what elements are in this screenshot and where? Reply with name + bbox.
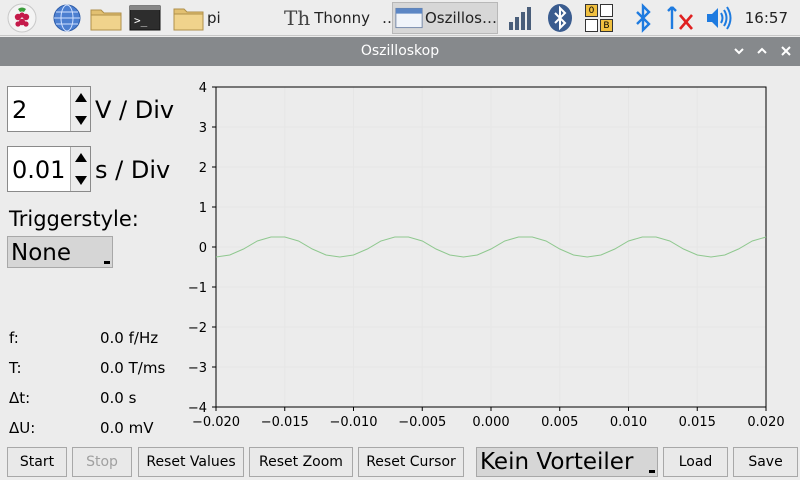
x-tick-label: 0.020 — [747, 415, 784, 430]
x-tick-label: 0.005 — [541, 415, 578, 430]
option-menu-indicator-icon — [104, 261, 110, 264]
taskbar: >_ pi Th Thonny … Oszillos… — [0, 0, 800, 36]
y-tick-label: 1 — [199, 201, 207, 216]
bluetooth-app-icon[interactable] — [546, 3, 574, 33]
reset-zoom-button[interactable]: Reset Zoom — [249, 447, 353, 477]
y-tick-label: 3 — [199, 121, 207, 136]
trigger-style-label: Triggerstyle: — [9, 207, 139, 231]
terminal-icon[interactable]: >_ — [129, 3, 161, 33]
sdiv-spinbox[interactable]: 0.01 — [7, 146, 91, 192]
delta-t-label: Δt: — [9, 389, 31, 407]
window-content: 2 V / Div 0.01 s / Div Triggerstyle: Non… — [0, 66, 800, 480]
window-title: Oszilloskop — [360, 43, 440, 59]
freq-label: f: — [9, 329, 19, 347]
taskbar-item-folder[interactable]: pi — [170, 2, 282, 34]
x-tick-label: −0.005 — [398, 415, 446, 430]
trigger-style-select[interactable]: None — [7, 236, 113, 268]
reset-cursor-button[interactable]: Reset Cursor — [358, 447, 464, 477]
taskbar-item-thonny[interactable]: Th Thonny … — [283, 2, 397, 34]
sdiv-down-arrow-icon[interactable] — [75, 176, 87, 185]
thonny-icon: Th — [284, 6, 311, 30]
globe-browser-icon[interactable] — [52, 3, 82, 33]
vdiv-value: 2 — [12, 96, 28, 124]
bt-letter-1: B — [600, 19, 613, 32]
y-tick-label: 2 — [199, 161, 207, 176]
period-value: 0.0 T/ms — [100, 359, 166, 377]
sdiv-arrows — [70, 147, 90, 191]
y-tick-label: −1 — [188, 281, 207, 296]
bt-letters-icon[interactable]: 0 B — [584, 3, 616, 33]
divider-select[interactable]: Kein Vorteiler — [476, 447, 658, 477]
signal-trace — [215, 236, 767, 258]
y-tick-label: −2 — [188, 321, 207, 336]
file-manager-icon[interactable] — [89, 3, 123, 33]
taskbar-item-thonny-label: Thonny — [314, 9, 370, 27]
bluetooth-icon[interactable] — [630, 3, 656, 33]
clock[interactable]: 16:57 — [744, 9, 788, 27]
delta-t-value: 0.0 s — [100, 389, 137, 407]
bt-box-1 — [600, 4, 613, 17]
save-button[interactable]: Save — [733, 447, 798, 477]
stop-button[interactable]: Stop — [72, 447, 132, 477]
x-tick-label: −0.020 — [192, 415, 240, 430]
start-button[interactable]: Start — [7, 447, 67, 477]
trigger-style-value: None — [11, 240, 72, 266]
y-tick-label: 4 — [199, 81, 207, 96]
window-titlebar[interactable]: Oszilloskop — [0, 37, 800, 66]
sdiv-value: 0.01 — [12, 156, 66, 184]
y-tick-label: −3 — [188, 361, 207, 376]
network-disconnected-icon[interactable] — [666, 3, 694, 33]
x-tick-label: −0.015 — [261, 415, 309, 430]
delta-u-value: 0.0 mV — [100, 419, 154, 437]
load-button[interactable]: Load — [663, 447, 728, 477]
sdiv-unit: s / Div — [95, 156, 171, 184]
taskbar-item-folder-label: pi — [207, 9, 221, 27]
raspberry-menu-icon[interactable] — [6, 3, 38, 33]
sdiv-up-arrow-icon[interactable] — [75, 153, 87, 162]
divider-value: Kein Vorteiler — [480, 449, 634, 475]
divider-indicator-icon — [649, 470, 655, 473]
y-tick-label: −4 — [188, 401, 207, 416]
bt-letter-0: 0 — [585, 4, 598, 17]
y-tick-label: 0 — [199, 241, 207, 256]
taskbar-item-oszilloskop-label: Oszillos… — [425, 9, 497, 27]
vdiv-unit: V / Div — [95, 96, 175, 124]
x-tick-label: −0.010 — [329, 415, 377, 430]
x-tick-label: 0.010 — [610, 415, 647, 430]
plot-ticks: −0.020 −0.015 −0.010 −0.005 0.000 0.005 0.010 0… — [188, 81, 785, 430]
vdiv-up-arrow-icon[interactable] — [75, 93, 87, 102]
freq-value: 0.0 f/Hz — [100, 329, 159, 347]
svg-text:>_: >_ — [134, 14, 148, 27]
bt-box-2 — [585, 19, 598, 32]
cpu-monitor-icon — [506, 3, 534, 33]
x-tick-label: 0.015 — [679, 415, 716, 430]
folder-icon — [173, 8, 204, 31]
window-icon — [395, 7, 423, 29]
volume-icon[interactable] — [704, 3, 734, 33]
vdiv-spinbox[interactable]: 2 — [7, 86, 91, 132]
x-tick-label: 0.000 — [472, 415, 509, 430]
taskbar-item-oszilloskop[interactable]: Oszillos… — [392, 2, 498, 34]
plot-grid — [215, 86, 767, 408]
window-menu-chevron-icon[interactable] — [730, 42, 748, 60]
oscilloscope-plot[interactable]: −0.020 −0.015 −0.010 −0.005 0.000 0.005 0.010 0… — [160, 74, 800, 440]
window-maximize-icon[interactable] — [753, 42, 771, 60]
reset-values-button[interactable]: Reset Values — [138, 447, 244, 477]
delta-u-label: ΔU: — [9, 419, 36, 437]
vdiv-arrows — [70, 87, 90, 131]
vdiv-down-arrow-icon[interactable] — [75, 116, 87, 125]
window-close-icon[interactable] — [777, 42, 795, 60]
period-label: T: — [9, 359, 22, 377]
